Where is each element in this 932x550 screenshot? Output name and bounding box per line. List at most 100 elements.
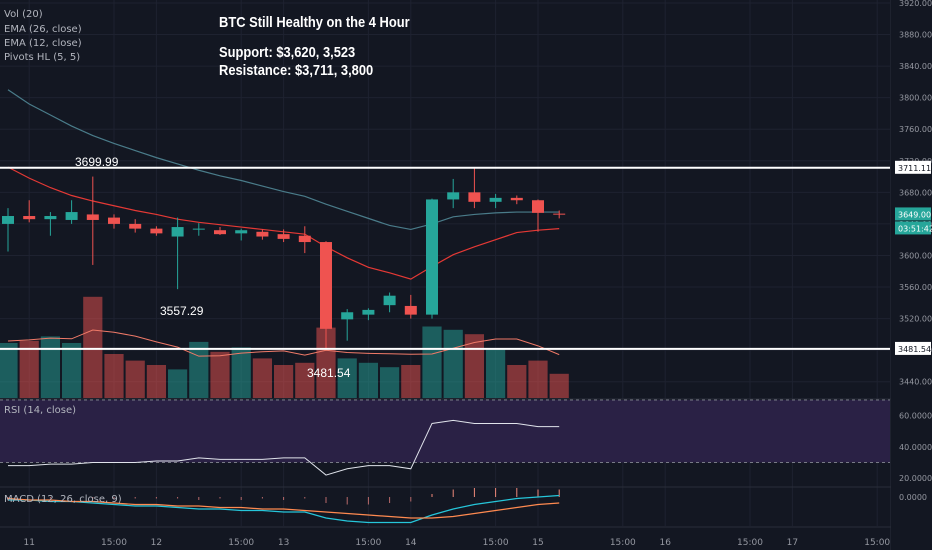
candle-body [298,235,311,243]
ema12-indicator-label[interactable]: EMA (12, close) [4,38,82,49]
candle-body [426,199,438,315]
candle-body [532,200,544,213]
volume-bar [443,329,463,398]
pivots-indicator-label[interactable]: Pivots HL (5, 5) [4,52,81,63]
candle-body [108,217,120,224]
volume-bar [337,358,357,398]
resistance-price-tag-bg [895,160,931,174]
candle-body [256,231,269,237]
volume-bar [104,354,124,398]
rsi-tick-label: 60.0000 [899,412,932,421]
candle-body [214,230,226,235]
volume-bar [62,343,82,398]
time-tick-label: 14 [405,538,417,548]
time-axis[interactable]: 11 15:00 12 15:00 13 15:00 14 15:00 15 15:00 16 15:… [23,538,890,548]
volume-bar [231,347,251,398]
chart-title-annotation: BTC Still Healthy on the 4 Hour Support:… [219,14,441,80]
time-tick-label: 15:00 [737,538,763,548]
volume-indicator-label[interactable]: Vol (20) [4,9,43,20]
pivot-high-label: 3699.99 [75,155,119,169]
volume-bars [0,296,569,398]
time-tick-label: 15:00 [864,538,890,548]
price-tags: 3711.11 3649.00 03:51:42 3481.54 [895,160,932,355]
price-axis[interactable]: 3920.003880.003840.003800.003760.003720.… [891,0,932,550]
volume-bar [316,327,336,398]
current-price-tag: 3649.00 [898,210,931,219]
macd-signal-line [7,497,560,519]
volume-bar [125,360,145,398]
candle-body [2,216,14,224]
horizontal-price-lines[interactable] [0,166,890,350]
time-tick-label: 15:00 [355,538,381,548]
pivot-low-label-1: 3557.29 [160,304,204,318]
price-tick-label: 3560.00 [899,283,932,292]
time-tick-label: 15:00 [610,538,636,548]
volume-ma-path [7,329,560,357]
volume-bar [486,349,506,398]
price-tick-label: 3760.00 [899,125,932,134]
candle-body [277,234,290,239]
support-price-tag: 3481.54 [898,345,931,354]
macd-indicator-label[interactable]: MACD (12, 26, close, 9) [4,494,122,505]
candle-body [510,197,523,201]
candle-body [65,212,78,220]
candle-body [192,228,205,230]
candle-body [23,216,36,220]
volume-bar [274,365,294,398]
candle-body [468,192,481,202]
candle-body [341,312,354,320]
volume-bar [528,360,548,398]
volume-bar [549,373,569,398]
volume-bar [19,340,39,398]
volume-bar [380,367,400,398]
candle-body [553,213,566,215]
volume-bar [146,365,166,398]
price-tick-label: 3920.00 [899,0,932,8]
countdown-tag: 03:51:42 [898,224,932,233]
candle-body [447,192,460,200]
resistance-text: Resistance: $3,711, 3,800 [219,62,374,79]
macd-tick-label: 0.0000 [899,493,927,502]
volume-bar [401,365,421,398]
candle-body [86,214,99,220]
volume-bar [295,362,315,398]
pivot-low-label-2: 3481.54 [307,366,351,380]
price-tick-label: 3440.00 [899,378,932,387]
ema26-indicator-label[interactable]: EMA (26, close) [4,24,82,35]
volume-bar [0,343,18,398]
price-axis-bg [891,0,932,550]
current-price-tag-bg [895,207,931,221]
rsi-indicator-label[interactable]: RSI (14, close) [4,405,77,416]
volume-bar [464,334,484,398]
time-tick-label: 15:00 [483,538,509,548]
time-tick-label: 17 [787,538,798,548]
rsi-tick-label: 40.0000 [899,443,932,452]
candle-body [404,305,417,315]
support-text: Support: $3,620, 3,523 [219,44,356,61]
price-tick-label: 3880.00 [899,31,932,40]
candle-body [129,223,142,229]
time-tick-label: 12 [151,538,162,548]
countdown-tag-bg [895,221,931,235]
candle-body [383,295,396,306]
time-tick-label: 13 [278,538,289,548]
volume-ma-line [7,329,560,357]
candle-body [150,228,163,234]
candlesticks [2,167,566,349]
volume-bar [40,336,60,398]
time-tick-label: 11 [23,538,34,548]
chart-title: BTC Still Healthy on the 4 Hour [219,14,410,31]
volume-bar [210,351,230,398]
resistance-price-tag: 3711.11 [898,164,931,173]
volume-bar [252,358,272,398]
candle-body [362,309,375,315]
time-tick-label: 15:00 [101,538,127,548]
ema26-line [7,89,560,231]
price-tick-label: 3840.00 [899,62,932,71]
volume-bar [358,362,378,398]
candle-body [320,242,332,329]
support-price-tag-bg [895,341,931,355]
macd-pane [7,488,560,524]
candle-body [171,227,184,237]
